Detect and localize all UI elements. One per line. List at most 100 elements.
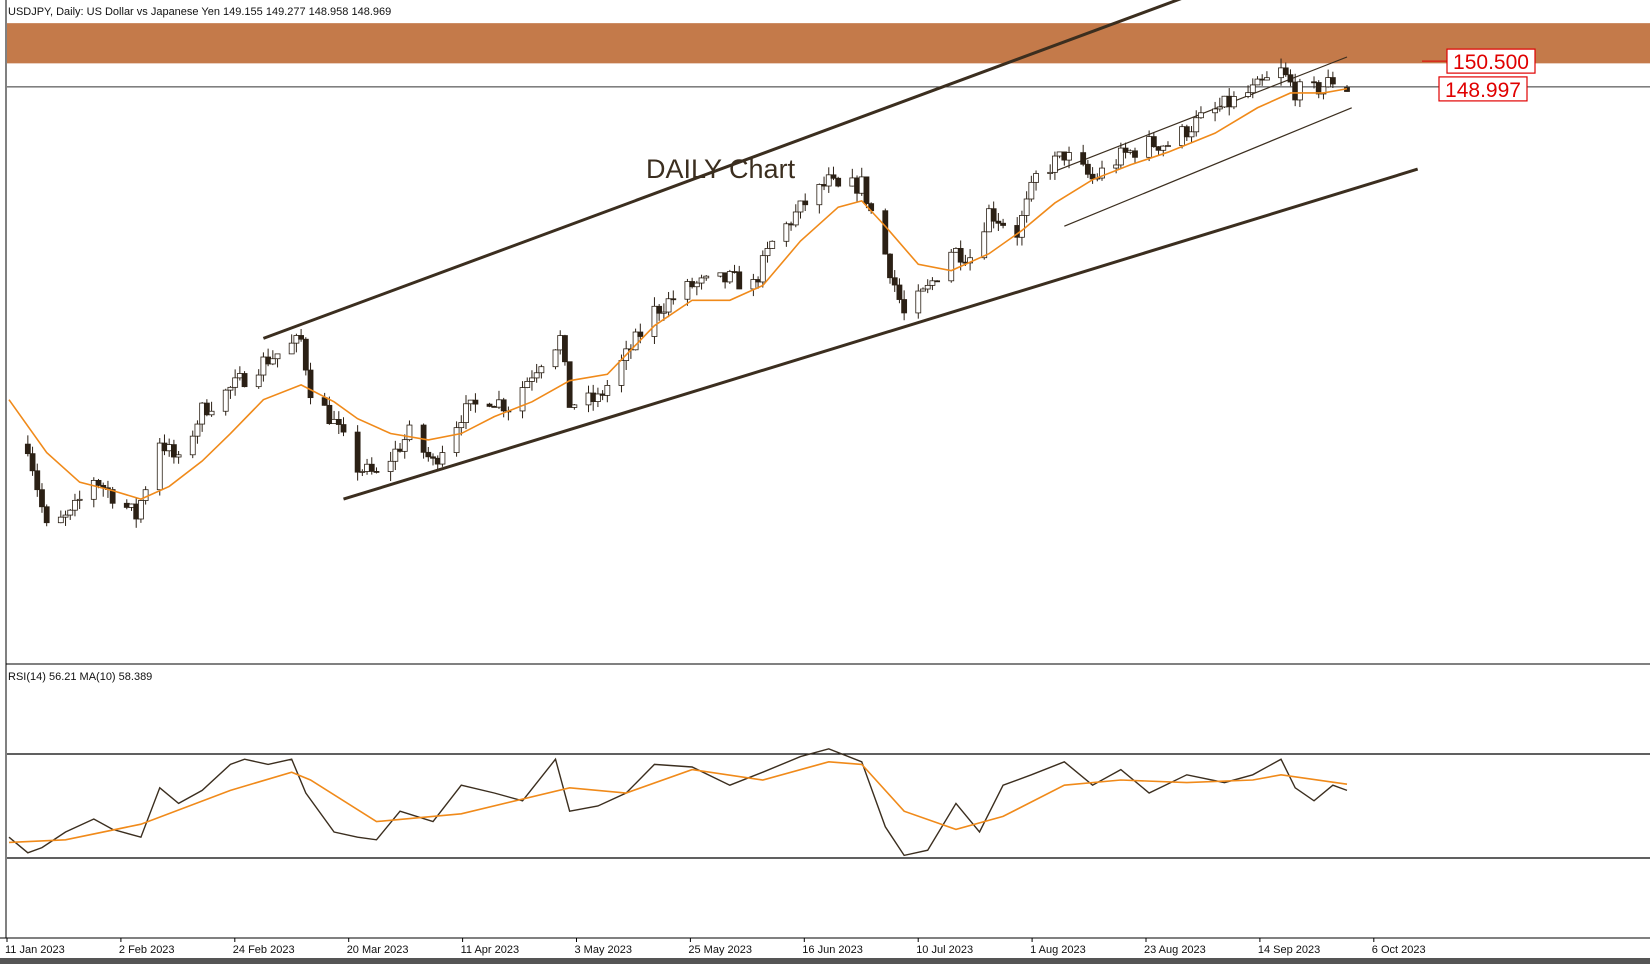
candle-body [392, 448, 399, 462]
x-tick-label: 1 Aug 2023 [1030, 944, 1086, 956]
price-label-box-150500 [1446, 48, 1536, 74]
x-tick-label: 11 Jan 2023 [5, 944, 65, 956]
x-tick-label: 11 Apr 2023 [461, 944, 520, 956]
price-label-box-148997 [1438, 76, 1528, 102]
candle-body [472, 399, 479, 405]
candle-body [1254, 78, 1261, 86]
candle-body [1320, 86, 1327, 95]
candle-body [491, 405, 498, 408]
candle-body [750, 279, 757, 290]
candle-body [269, 358, 276, 365]
price-label-148997: 148.997 [1445, 79, 1521, 102]
candle-body [302, 338, 309, 371]
candle-body [816, 184, 823, 206]
candle-body [39, 489, 45, 508]
x-tick-label: 23 Aug 2023 [1144, 944, 1206, 956]
candle-body [170, 444, 177, 458]
price-pane: USDJPY, Daily: US Dollar vs Japanese Yen… [7, 0, 1650, 528]
candle-body [1150, 136, 1157, 148]
candle-body [1033, 173, 1039, 183]
candle-body [354, 431, 361, 473]
candle-body [797, 200, 804, 213]
candle-body [1122, 147, 1129, 153]
candle-body [717, 272, 724, 277]
candle-body [825, 174, 832, 187]
candle-body [957, 248, 964, 263]
candle-body [43, 506, 50, 524]
candle-body [1198, 112, 1204, 119]
candle-body [1245, 92, 1251, 97]
candle-body [486, 403, 493, 407]
candle-body [552, 349, 559, 368]
candle-body [425, 451, 432, 458]
candle-body [524, 381, 531, 388]
candle-body [533, 372, 540, 379]
candle-body [1155, 146, 1162, 151]
candle-body [293, 335, 300, 344]
candle-body [1080, 152, 1087, 165]
candle-body [595, 393, 601, 403]
candle-body [62, 514, 69, 518]
candle-body [331, 418, 337, 425]
candle-body [321, 397, 328, 406]
candle-body [1146, 136, 1153, 158]
candle-body [792, 211, 799, 226]
candle-body [891, 277, 898, 286]
x-tick-label: 25 May 2023 [688, 944, 752, 956]
candle-body [519, 387, 526, 412]
candle-body [1259, 78, 1266, 81]
candle-body [467, 399, 474, 405]
candle-body [1132, 150, 1138, 158]
trend-line-0 [262, 0, 1182, 340]
candle-body [557, 335, 564, 351]
candle-body [1231, 96, 1237, 108]
candle-body [665, 298, 672, 313]
trend-line-1 [343, 167, 1419, 501]
candle-body [934, 280, 941, 283]
candle-body [500, 399, 507, 412]
moving-average-line [8, 87, 1348, 500]
candle-body [920, 288, 926, 292]
candle-body [387, 460, 394, 472]
candle-body [1264, 77, 1270, 81]
candle-body [1099, 167, 1105, 179]
candle-body [698, 277, 705, 284]
candle-body [90, 479, 97, 500]
candle-body [759, 255, 766, 283]
candle-body [288, 342, 295, 355]
candle-body [1292, 81, 1299, 101]
candle-body [788, 223, 794, 226]
candle-body [1325, 77, 1332, 88]
candle-body [1047, 171, 1054, 174]
candle-body [901, 299, 908, 314]
candle-body [1183, 126, 1190, 138]
candle-body [335, 418, 342, 425]
candle-body [1061, 151, 1068, 161]
candle-body [948, 251, 955, 282]
candle-body [373, 471, 380, 473]
rsi-label: RSI(14) 56.21 MA(10) 58.389 [8, 671, 152, 683]
candle-body [397, 448, 403, 452]
candle-body [684, 281, 691, 300]
candle-body [1056, 151, 1063, 157]
candle-body [1212, 108, 1218, 114]
candle-body [1179, 126, 1186, 146]
candle-body [764, 248, 771, 257]
candle-body [496, 399, 502, 408]
candle-body [882, 210, 889, 255]
candle-body [434, 457, 441, 465]
candle-body [769, 240, 776, 249]
candle-body [72, 499, 78, 511]
candle-body [189, 435, 196, 456]
candle-body [1052, 155, 1058, 173]
candle-body [562, 335, 568, 363]
candle-body [660, 311, 667, 314]
x-tick-label: 2 Feb 2023 [119, 944, 175, 956]
candle-body [1221, 95, 1228, 108]
candle-body [1084, 163, 1091, 175]
candle-body [1117, 147, 1124, 166]
candle-body [585, 392, 592, 406]
candle-body [1278, 67, 1284, 79]
